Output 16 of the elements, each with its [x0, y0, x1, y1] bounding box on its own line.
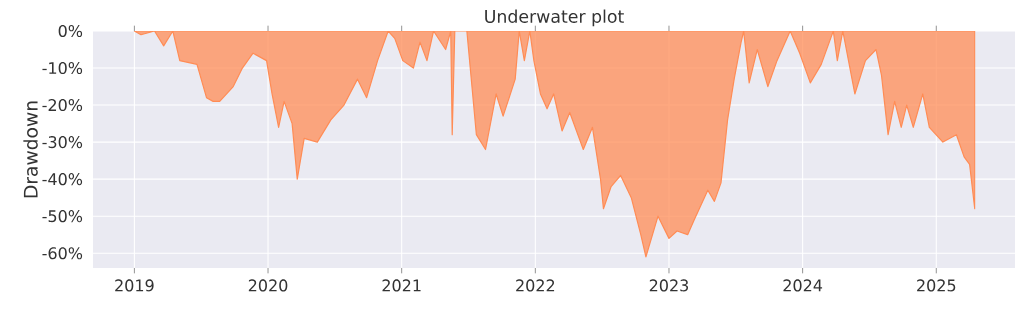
chart-title: Underwater plot — [485, 9, 624, 27]
y-tick-label: -60% — [42, 247, 83, 260]
x-tick-label: 2024 — [783, 279, 823, 292]
y-tick-label: -10% — [42, 61, 83, 75]
x-tick-label: 2021 — [382, 279, 421, 292]
x-tick-label: 2025 — [917, 279, 956, 292]
y-tick-label: 0% — [58, 24, 83, 38]
x-tick-label: 2019 — [115, 279, 154, 292]
x-tick-label: 2020 — [248, 279, 288, 292]
x-tick-label: 2023 — [649, 279, 689, 292]
x-tick-label: 2022 — [516, 279, 555, 292]
y-tick-label: -20% — [42, 99, 83, 112]
y-tick-label: -50% — [42, 210, 83, 223]
y-tick-label: -30% — [42, 136, 83, 149]
y-axis-title: Drawdown — [23, 101, 38, 198]
y-tick-label: -40% — [42, 173, 83, 186]
